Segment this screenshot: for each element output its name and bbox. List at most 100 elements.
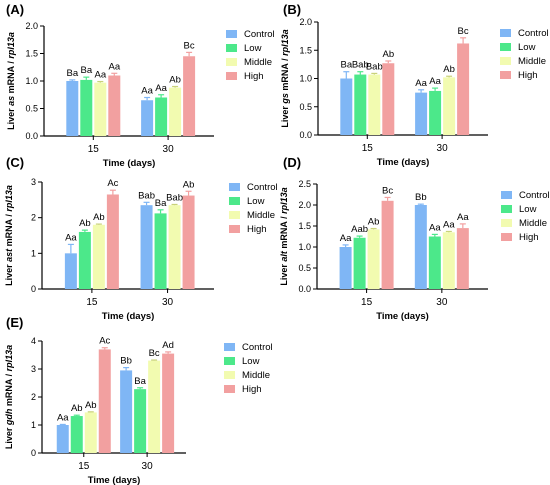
legend-swatch <box>501 233 512 241</box>
legend-label: High <box>242 384 262 395</box>
x-tick-label: 30 <box>142 461 154 472</box>
panel-label: (B) <box>283 2 301 17</box>
legend-swatch <box>501 205 512 213</box>
legend-label: Low <box>519 204 537 215</box>
y-tick-label: 0.0 <box>25 131 38 141</box>
y-tick-label: 0.0 <box>299 130 312 140</box>
bar <box>70 416 83 453</box>
legend-swatch <box>500 29 511 37</box>
bar <box>183 56 196 136</box>
legend-label: Middle <box>247 210 275 221</box>
x-axis-label: Time (days) <box>88 475 141 485</box>
x-tick-label: 30 <box>163 144 175 155</box>
legend-swatch <box>500 57 511 65</box>
legend-swatch <box>500 71 511 79</box>
bar <box>98 349 111 453</box>
bar <box>429 90 442 135</box>
x-tick-label: 15 <box>88 144 100 155</box>
legend: Control Low Middle High <box>226 29 275 82</box>
legend-swatch <box>224 343 235 351</box>
significance-label: Bb <box>120 356 132 367</box>
bar <box>78 231 91 289</box>
bar <box>66 81 79 136</box>
significance-label: Aa <box>57 412 69 423</box>
legend-label: Control <box>242 342 273 353</box>
y-axis-label: Liver ast mRNA / rpl13a <box>4 185 14 286</box>
legend-swatch <box>224 357 235 365</box>
significance-label: Ba <box>340 60 352 71</box>
y-tick-label: 2 <box>31 392 36 402</box>
y-tick-label: 1.0 <box>298 242 311 252</box>
y-tick-label: 1 <box>31 420 36 430</box>
significance-label: Aa <box>108 61 120 72</box>
significance-label: Ab <box>382 49 394 60</box>
significance-label: Bc <box>184 40 195 51</box>
legend-label: Middle <box>242 370 270 381</box>
legend: Control Low Middle High <box>229 182 278 235</box>
y-tick-label: 2.0 <box>25 21 38 31</box>
x-tick-label: 30 <box>162 297 174 308</box>
y-axis-label: Liver alt mRNA / rpl13a <box>279 187 289 285</box>
x-axis-label: Time (days) <box>377 157 430 168</box>
bar <box>94 82 107 136</box>
bar <box>367 229 380 289</box>
significance-label: Bc <box>382 185 393 196</box>
y-tick-label: 1.0 <box>299 74 312 84</box>
legend-label: High <box>247 224 267 235</box>
legend-swatch <box>226 30 237 38</box>
panel-label: (E) <box>6 315 23 330</box>
y-tick-label: 0.5 <box>25 104 38 114</box>
bar <box>456 228 469 289</box>
y-tick-label: 0 <box>31 284 36 294</box>
bar <box>340 78 353 135</box>
y-tick-label: 0 <box>31 448 36 458</box>
bar <box>120 370 133 453</box>
bar <box>443 77 456 135</box>
y-tick-label: 0.5 <box>299 102 312 112</box>
y-tick-label: 0.5 <box>298 263 311 273</box>
x-axis-label: Time (days) <box>376 311 429 322</box>
x-tick-label: 15 <box>86 297 98 308</box>
significance-label: Ba <box>155 198 167 209</box>
legend-label: Control <box>244 29 275 40</box>
legend-label: Middle <box>244 57 272 68</box>
bar <box>414 205 427 289</box>
x-axis-label: Time (days) <box>102 311 155 322</box>
legend-swatch <box>500 43 511 51</box>
legend-label: Control <box>518 28 549 39</box>
bar <box>428 236 441 289</box>
significance-label: Bab <box>366 61 383 72</box>
y-tick-label: 4 <box>31 336 36 346</box>
chart-panel-gs: (B) 0.0 0.5 1.0 1.5 2.0 Liver gs mRNA / rpl13a… <box>280 2 549 168</box>
bar <box>141 100 154 136</box>
bar <box>169 87 182 136</box>
bar <box>154 213 167 289</box>
panel-label: (D) <box>283 155 301 170</box>
x-tick-label: 15 <box>362 143 374 154</box>
bar <box>382 63 395 136</box>
significance-label: Bab <box>138 190 155 201</box>
significance-label: Aa <box>65 232 77 243</box>
legend-label: Low <box>247 196 265 207</box>
bar <box>168 205 181 289</box>
bar <box>162 353 175 453</box>
significance-label: Aab <box>351 224 368 235</box>
legend: Control Low Middle High <box>500 28 549 81</box>
bar <box>381 200 394 289</box>
legend-label: High <box>518 70 538 81</box>
significance-label: Ab <box>71 403 83 414</box>
significance-label: Aa <box>429 222 441 233</box>
significance-label: Ab <box>79 218 91 229</box>
legend: Control Low Middle High <box>224 342 273 395</box>
significance-label: Bab <box>352 60 369 71</box>
significance-label: Bc <box>458 26 469 37</box>
panel-label: (C) <box>6 155 24 170</box>
bar <box>148 360 161 453</box>
y-axis-label: Liver gdh mRNA / rpl13a <box>4 345 14 449</box>
chart-panel-as: (A) 0.0 0.5 1.0 1.5 2.0 Liver as mRNA / rpl13a… <box>6 2 275 169</box>
legend-label: Low <box>518 42 536 53</box>
legend: Control Low Middle High <box>501 190 550 243</box>
significance-label: Ba <box>66 68 78 79</box>
